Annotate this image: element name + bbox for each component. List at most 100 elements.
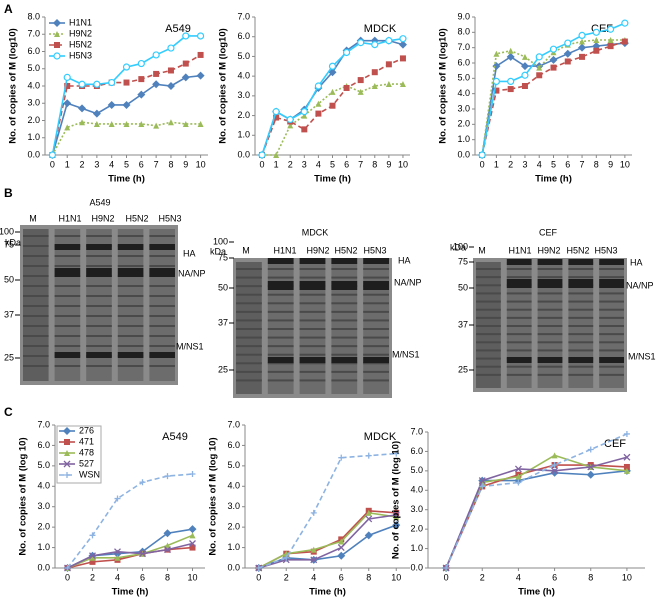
y-tick-label: 7.0	[27, 29, 40, 39]
x-tick-label: 5	[124, 159, 129, 169]
point	[623, 430, 630, 437]
gel-band	[267, 268, 294, 270]
gel-band	[476, 357, 501, 360]
gel-band	[331, 345, 358, 348]
y-tick-label: 8.0	[27, 11, 40, 21]
point	[64, 565, 71, 571]
gel-band	[23, 255, 49, 257]
gel-band	[599, 325, 624, 327]
gel-band	[331, 293, 358, 296]
gel-band	[299, 370, 326, 373]
gel-band	[54, 352, 81, 358]
x-tick-label: 10	[196, 159, 206, 169]
point	[337, 544, 345, 552]
point	[310, 546, 317, 553]
gel-band	[149, 325, 175, 327]
point	[607, 37, 614, 43]
y-tick-label: 0.0	[27, 149, 40, 159]
gel-band	[568, 259, 594, 265]
lane-label: H1N1	[508, 245, 531, 255]
point	[64, 439, 70, 445]
y-tick-label: 6.0	[457, 57, 470, 67]
gel-band	[236, 379, 262, 382]
x-axis-title: Time (h)	[314, 174, 351, 185]
point	[89, 558, 96, 565]
y-tick-label: 7.0	[37, 419, 50, 429]
point	[53, 19, 61, 27]
gel-band	[506, 373, 532, 376]
gel-band	[86, 325, 112, 327]
x-tick-label: 1	[274, 159, 279, 169]
gel-band	[568, 308, 594, 311]
chart-title: MDCK	[364, 23, 397, 35]
point	[123, 120, 130, 127]
point	[301, 112, 308, 119]
gel-band	[599, 268, 624, 270]
x-tick-label: 8	[366, 572, 371, 582]
gel-band	[599, 357, 624, 363]
series-line	[67, 534, 193, 569]
point	[287, 122, 294, 129]
gel-band	[506, 259, 532, 265]
gel-band	[149, 345, 175, 347]
gel-band	[236, 276, 262, 279]
gel-band	[363, 379, 389, 382]
gel-band	[568, 316, 594, 319]
point	[114, 554, 121, 561]
x-tick-label: 4	[311, 572, 316, 582]
point	[564, 58, 571, 65]
gel-band	[537, 365, 563, 368]
point	[392, 521, 401, 530]
point	[114, 495, 121, 502]
gel-band	[537, 279, 563, 288]
x-tick-label: 2	[508, 159, 513, 169]
x-tick-label: 10	[187, 572, 197, 582]
band-label: NA/NP	[178, 268, 206, 278]
gel-band	[149, 268, 175, 277]
point	[139, 479, 146, 486]
x-axis-title: Time (h)	[518, 587, 555, 598]
gel-band	[568, 279, 594, 288]
series-line	[51, 74, 201, 156]
gel-band	[86, 335, 112, 337]
y-tick-label: 1.0	[37, 542, 50, 552]
series-line	[445, 454, 628, 569]
x-tick-label: 2	[90, 572, 95, 582]
gel-band	[86, 235, 112, 237]
y-tick-label: 3.0	[410, 504, 423, 514]
gel-band	[476, 333, 501, 336]
gel-band	[54, 268, 81, 277]
gel-band	[599, 341, 624, 344]
gel-band	[537, 357, 563, 363]
series-line	[67, 546, 193, 569]
gel-band	[476, 276, 501, 279]
gel-band	[599, 333, 624, 336]
point	[164, 542, 171, 549]
gel-band	[267, 345, 294, 348]
gel-band	[86, 345, 112, 347]
gel-band	[331, 310, 358, 313]
point	[139, 550, 146, 558]
point	[89, 554, 96, 561]
gel-band	[568, 341, 594, 344]
gel-band	[568, 292, 594, 295]
gel-band	[331, 258, 358, 264]
gel-band	[299, 268, 326, 270]
x-tick-label: 6	[565, 159, 570, 169]
series-line	[261, 37, 404, 156]
gel-band	[476, 373, 501, 376]
gel-unit: kDa	[5, 237, 21, 247]
point	[357, 39, 365, 47]
point	[137, 59, 145, 68]
gel-band	[363, 336, 389, 339]
y-tick-label: 4.0	[410, 485, 423, 495]
point	[593, 47, 600, 54]
point	[579, 38, 586, 45]
x-tick-label: 7	[580, 159, 585, 169]
point	[623, 453, 631, 461]
y-tick-label: 3.0	[457, 103, 470, 113]
point	[166, 82, 175, 90]
point	[578, 43, 587, 52]
y-tick-label: 5.0	[27, 63, 40, 73]
gel-band	[476, 292, 501, 295]
